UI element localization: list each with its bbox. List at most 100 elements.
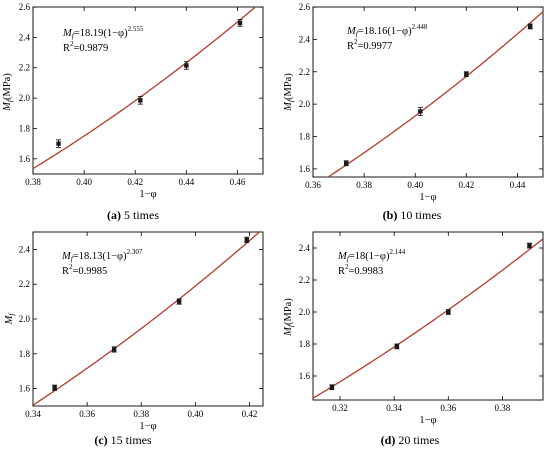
y-tick-label: 2.0 — [19, 314, 31, 324]
y-tick-label: 2.2 — [299, 275, 310, 285]
fit-curve — [313, 238, 543, 399]
fit-equation: Mf=18.16(1−φ)2.448 — [346, 23, 428, 38]
eq-sub: f — [356, 29, 359, 38]
x-tick-label: 0.42 — [127, 177, 143, 187]
x-tick-label: 0.34 — [25, 409, 41, 419]
x-tick-label: 0.46 — [230, 177, 246, 187]
x-tick-label: 0.36 — [79, 409, 95, 419]
caption-text: 20 times — [398, 433, 439, 447]
r-squared: R2=0.9879 — [63, 40, 108, 54]
x-tick-label: 0.36 — [305, 180, 321, 190]
y-label-main: M — [2, 101, 13, 112]
r2-label: R — [63, 43, 70, 54]
panel-c: 0.34 0.36 0.38 0.40 0.421.61.82.02.22.4Mf=18… — [4, 231, 264, 447]
r2-value: =0.9985 — [73, 266, 108, 277]
caption-letter: (b) — [383, 208, 398, 222]
eq-rhs: =18(1−φ) — [349, 251, 390, 262]
eq-exp: 2.307 — [127, 248, 143, 256]
y-axis-label: Mf(MPa) — [283, 298, 295, 337]
y-label-unit: (MPa) — [2, 73, 13, 100]
x-tick-label: 0.36 — [440, 403, 456, 413]
fit-equation: Mf=18(1−φ)2.144 — [337, 248, 406, 263]
plot-frame — [312, 6, 544, 178]
x-axis-label: 1−φ — [419, 192, 436, 203]
panel-caption: (d) 20 times — [381, 433, 440, 447]
y-tick-label: 2.4 — [19, 32, 31, 42]
r2-value: =0.9983 — [349, 266, 384, 277]
r2-label: R — [347, 41, 354, 52]
caption-letter: (d) — [381, 433, 396, 447]
y-tick-label: 2.6 — [19, 2, 31, 12]
y-tick-label: 1.6 — [19, 384, 31, 394]
x-axis-label: 1−φ — [419, 415, 436, 426]
eq-exp: 2.144 — [390, 248, 406, 256]
y-tick-label: 1.8 — [19, 349, 31, 359]
r-squared: R2=0.9983 — [338, 263, 383, 277]
y-tick-label: 2.0 — [19, 93, 31, 103]
r2-sup: 2 — [354, 38, 358, 46]
r2-sup: 2 — [70, 40, 74, 48]
y-label-sub: f — [7, 313, 16, 316]
fit-curve — [33, 7, 257, 170]
y-tick-label: 1.6 — [299, 164, 311, 174]
eq-rhs: =18.13(1−φ) — [73, 251, 127, 262]
x-tick-label: 0.42 — [242, 409, 258, 419]
y-tick-label: 2.4 — [299, 34, 311, 44]
eq-lhs: M — [337, 251, 348, 262]
y-axis-label: Mf(MPa) — [2, 73, 14, 112]
r2-sup: 2 — [69, 263, 73, 271]
data-point — [446, 309, 451, 315]
plot-frame — [32, 6, 264, 175]
panel-a: 0.38 0.40 0.42 0.44 0.46 1.6 1.8 2.0 2.2 2.4 2.6 Mf… — [2, 2, 264, 222]
x-tick-label: 0.38 — [133, 409, 149, 419]
panel-b: 0.36 0.38 0.40 0.42 0.44 1.6 1.8 2.0 2.2 2.4 2.6 Mf… — [283, 2, 544, 222]
y-tick-label: 1.6 — [299, 371, 311, 381]
y-label-unit: (MPa) — [283, 298, 294, 325]
x-tick-label: 0.32 — [332, 403, 348, 413]
y-axis-label: Mf(MPa) — [283, 73, 295, 112]
data-point — [394, 344, 400, 349]
data-point — [329, 385, 335, 390]
caption-text: 15 times — [111, 433, 152, 447]
panel-d: 0.32 0.34 0.36 0.381.61.82.02.22.4Mf=18(1−φ… — [283, 231, 544, 447]
fit-curve — [326, 11, 543, 177]
eq-sub: f — [347, 254, 350, 263]
y-label-main: M — [283, 326, 294, 337]
eq-rhs: =18.19(1−φ) — [74, 28, 128, 39]
panel-caption: (c) 15 times — [94, 433, 152, 447]
y-tick-label: 2.0 — [299, 307, 311, 317]
data-point — [52, 385, 57, 390]
y-label-sub: f — [5, 99, 14, 102]
caption-text: 5 times — [124, 208, 159, 222]
data-point — [237, 20, 243, 26]
eq-lhs: M — [346, 26, 357, 37]
x-tick-label: 0.38 — [495, 403, 511, 413]
y-tick-label: 1.8 — [299, 132, 311, 142]
data-point — [244, 237, 249, 243]
y-tick-label: 2.0 — [299, 99, 311, 109]
r2-sup: 2 — [345, 263, 349, 271]
y-label-unit: (MPa) — [283, 73, 294, 100]
panel-caption: (b) 10 times — [383, 208, 442, 222]
data-point — [527, 243, 532, 248]
y-label-main: M — [283, 101, 294, 112]
x-tick-label: 0.38 — [356, 180, 372, 190]
data-point — [111, 347, 117, 352]
y-tick-label: 2.2 — [19, 279, 30, 289]
r-squared: R2=0.9985 — [62, 263, 107, 277]
x-tick-label: 0.42 — [458, 180, 474, 190]
y-label-main: M — [4, 314, 15, 325]
y-tick-label: 2.2 — [19, 63, 30, 73]
y-tick-label: 2.2 — [299, 67, 310, 77]
x-tick-label: 0.40 — [76, 177, 92, 187]
x-tick-label: 0.38 — [25, 177, 41, 187]
data-point — [176, 299, 182, 304]
eq-sub: f — [72, 31, 75, 40]
y-tick-label: 1.8 — [19, 123, 31, 133]
x-tick-label: 0.44 — [178, 177, 194, 187]
data-point — [464, 71, 469, 77]
y-tick-label: 2.6 — [299, 2, 311, 12]
x-tick-label: 0.40 — [187, 409, 203, 419]
data-point — [528, 24, 533, 29]
